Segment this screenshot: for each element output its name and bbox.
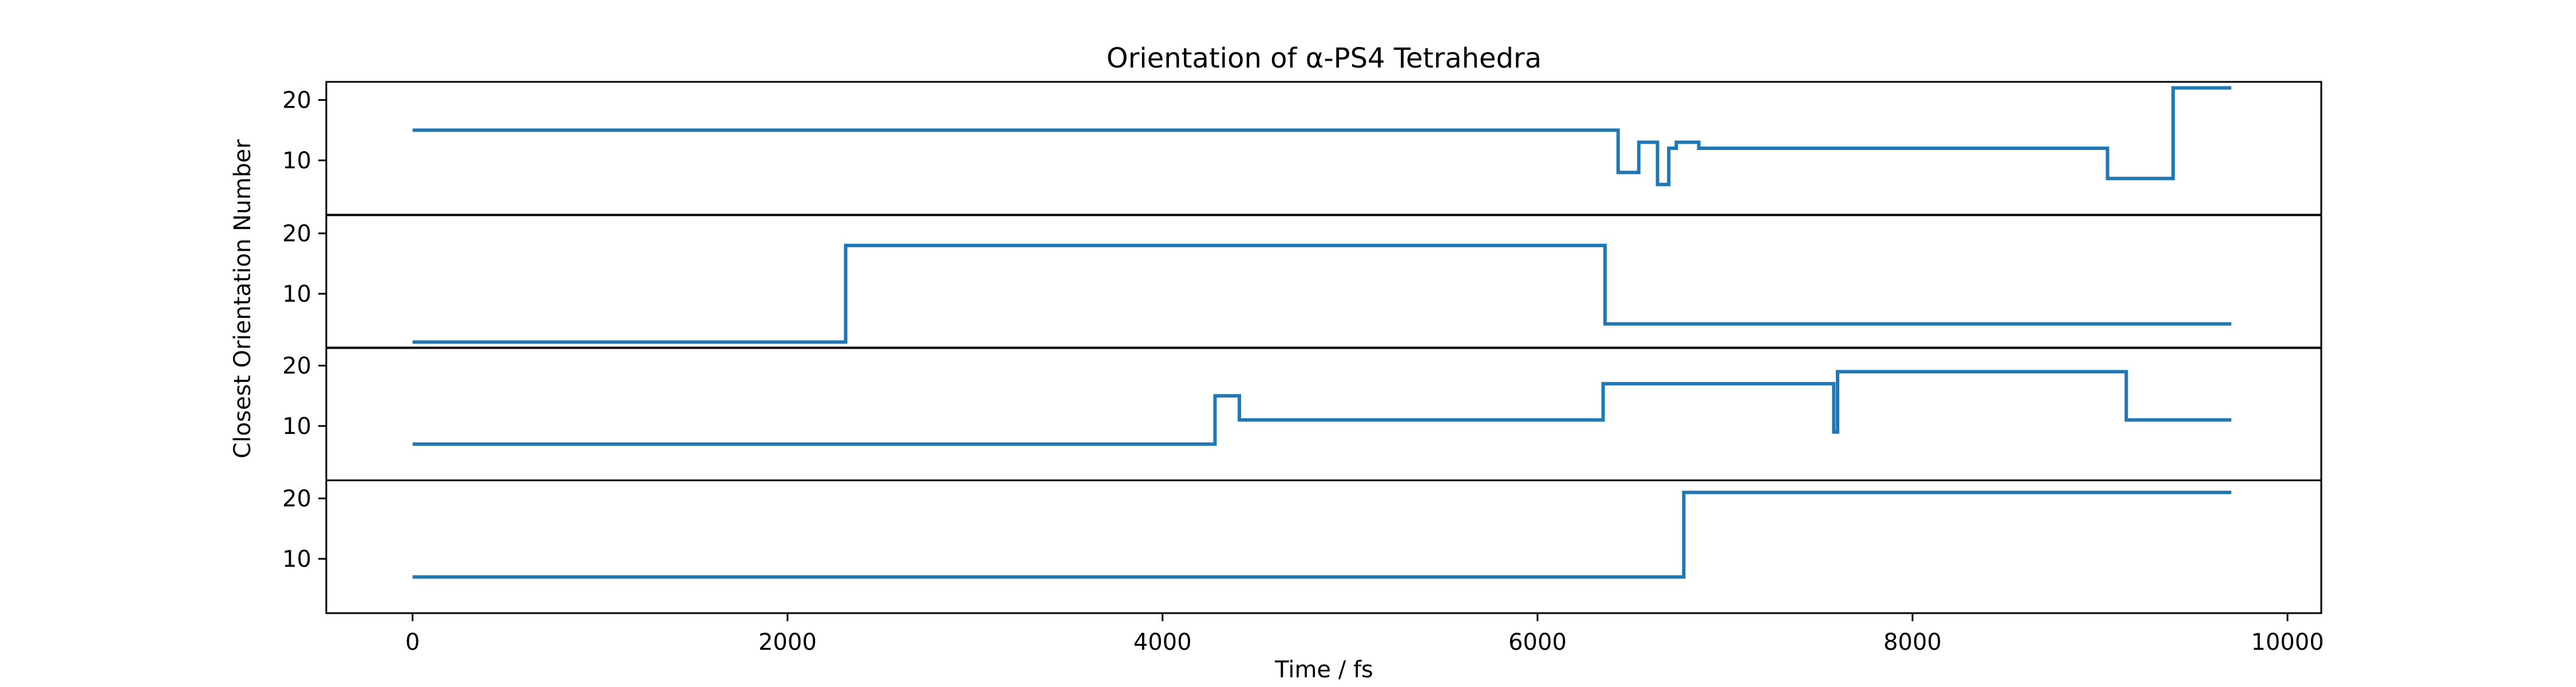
x-tick-label: 2000	[758, 629, 817, 656]
panel-3-y-tick-label: 20	[282, 353, 311, 380]
panel-3-frame	[325, 346, 2322, 481]
x-axis: 0 2000 4000 6000 8000 10000	[405, 613, 2324, 656]
panel-2-series-line	[412, 243, 2231, 344]
y-axis-label: Closest Orientation Number	[230, 139, 256, 459]
panel-3: 10 20	[282, 346, 2322, 481]
panel-2-y-tick-label: 10	[282, 281, 311, 307]
chart-title: Orientation of α-PS4 Tetrahedra	[1107, 42, 1542, 74]
x-tick-label: 0	[405, 629, 420, 656]
panel-4-y-tick-label: 10	[282, 546, 311, 572]
panel-1-y-tick-label: 20	[282, 88, 311, 114]
panel-2: 10 20	[282, 214, 2322, 349]
x-tick-label: 10000	[2251, 629, 2324, 656]
panel-1: 10 20	[282, 81, 2322, 216]
panel-3-y-tick-label: 10	[282, 413, 311, 440]
panels-group: 10 20 10 20 10 20 10 20	[282, 81, 2322, 614]
panel-4: 10 20	[282, 479, 2322, 614]
panel-2-y-tick-label: 20	[282, 221, 311, 247]
x-tick-label: 6000	[1508, 629, 1567, 656]
panel-4-series-line	[412, 491, 2231, 579]
panel-4-frame	[325, 479, 2322, 614]
x-tick-label: 8000	[1883, 629, 1942, 656]
panel-3-series-line	[412, 370, 2231, 446]
panel-4-y-tick-label: 20	[282, 486, 311, 512]
panel-1-y-tick-label: 10	[282, 148, 311, 174]
panel-2-frame	[325, 214, 2322, 349]
x-tick-label: 4000	[1133, 629, 1192, 656]
x-axis-label: Time / fs	[1274, 657, 1373, 683]
panel-1-series-line	[412, 86, 2231, 187]
